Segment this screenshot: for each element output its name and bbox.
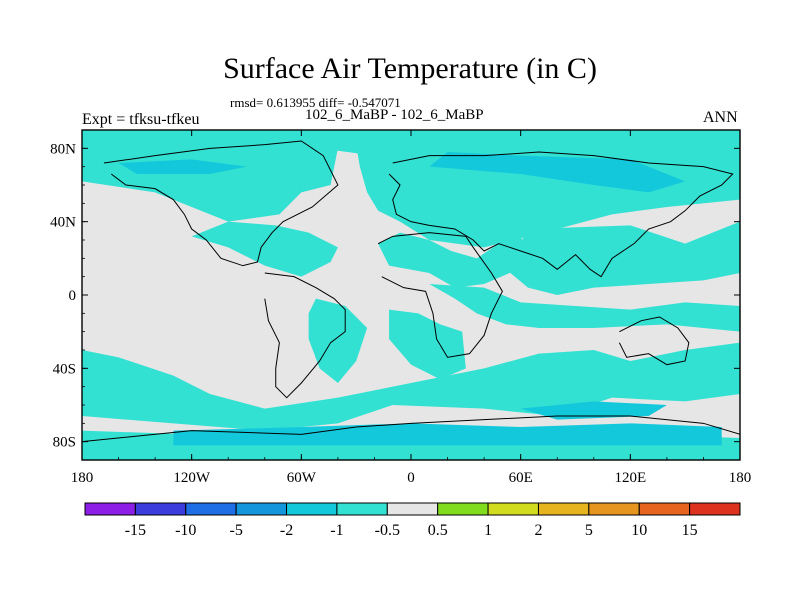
- colorbar-swatch: [286, 502, 338, 516]
- x-tick-label: 180: [71, 470, 94, 486]
- colorbar-swatch: [537, 502, 590, 516]
- colorbar-label: 0.5: [428, 522, 448, 539]
- chart-title: Surface Air Temperature (in C): [223, 52, 597, 85]
- x-tick-label: 60E: [509, 470, 533, 486]
- stats-line: rmsd= 0.613955 diff= -0.547071: [230, 95, 401, 110]
- colorbar-label: 1: [484, 522, 492, 539]
- land-outline-3: [377, 232, 503, 358]
- colorbar-swatch: [437, 502, 489, 516]
- contour-region-15: [520, 401, 667, 420]
- colorbar-label: -5: [229, 522, 242, 539]
- land-outline-0: [103, 140, 339, 267]
- contour-region-9: [308, 298, 368, 383]
- colorbar-label: -15: [125, 522, 146, 539]
- y-tick-label: 80S: [53, 435, 76, 451]
- experiment-label: Expt = tfksu-tfkeu: [82, 111, 200, 128]
- land-outline-2: [388, 151, 734, 278]
- colorbar-label: 2: [534, 522, 542, 539]
- colorbar-label: -10: [175, 522, 196, 539]
- contour-region-3: [191, 221, 338, 277]
- colorbar-swatch: [84, 502, 136, 516]
- colorbar-label: 10: [631, 522, 647, 539]
- colorbar-label: -2: [280, 522, 293, 539]
- colorbar-label: -0.5: [375, 522, 400, 539]
- contour-region-12: [429, 152, 686, 193]
- x-tick-label: 120W: [173, 470, 211, 486]
- colorbar-swatch: [235, 502, 288, 516]
- season-label: ANN: [703, 109, 738, 126]
- contour-region-6: [429, 284, 740, 332]
- contour-region-10: [389, 309, 466, 380]
- x-tick-label: 120E: [614, 470, 646, 486]
- x-tick-label: 180: [729, 470, 752, 486]
- colorbar-swatch: [336, 502, 388, 516]
- colorbar-label: -1: [330, 522, 343, 539]
- contour-region-11: [82, 379, 137, 398]
- contour-region-5: [506, 221, 740, 295]
- colorbar-swatch: [638, 502, 691, 516]
- contour-region-14: [173, 423, 722, 446]
- axis-ticks: 180 120W 60W 0 60E 120E 180 80N 40N 0 40S 80S: [50, 129, 752, 486]
- colorbar-label: 15: [682, 522, 698, 539]
- land-outlines: [82, 140, 740, 443]
- x-tick-label: 0: [407, 470, 415, 486]
- land-outline-1: [264, 272, 346, 399]
- contour-region-13: [118, 159, 247, 174]
- land-outline-5: [82, 415, 740, 443]
- cases-line: 102_6_MaBP - 102_6_MaBP: [305, 107, 484, 123]
- land-outline-4: [618, 316, 690, 366]
- x-tick-label: 60W: [287, 470, 317, 486]
- colorbar-label: 5: [585, 522, 593, 539]
- map-area: [82, 130, 740, 460]
- y-tick-label: 40N: [50, 215, 76, 231]
- colorbar-swatch: [487, 502, 539, 516]
- y-tick-label: 80N: [50, 141, 76, 157]
- contour-region-1: [82, 137, 338, 222]
- contour-regions: [82, 130, 740, 460]
- colorbar: -15 -10 -5 -2 -1 -0.5 0.5 1 2 5 10 15: [84, 502, 741, 539]
- contour-region-4: [378, 232, 528, 288]
- colorbar-swatch: [185, 502, 237, 516]
- colorbar-swatch: [386, 502, 439, 516]
- colorbar-swatch: [588, 502, 640, 516]
- colorbar-swatch: [689, 502, 741, 516]
- y-tick-label: 0: [69, 288, 77, 304]
- colorbar-swatch: [134, 502, 187, 516]
- y-tick-label: 40S: [53, 361, 76, 377]
